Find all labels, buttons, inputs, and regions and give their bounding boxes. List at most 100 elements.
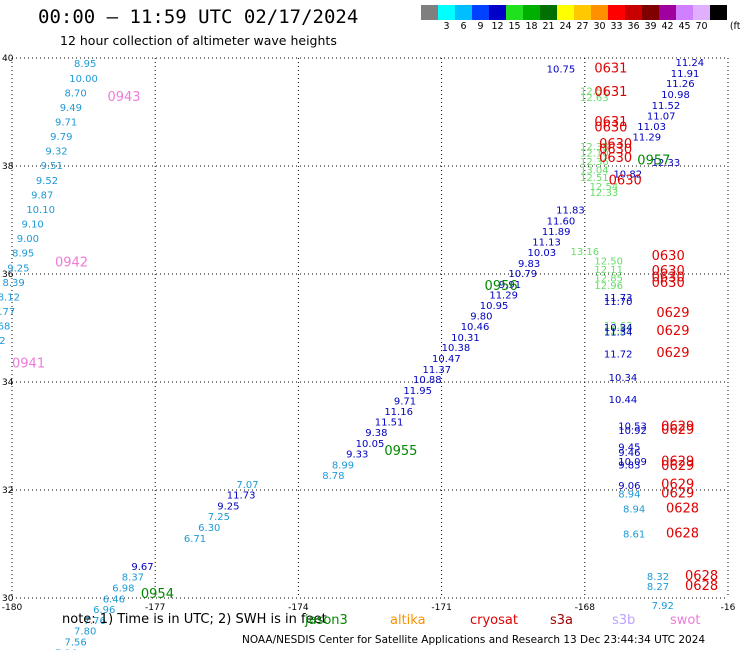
wave-height-value: 10.75 bbox=[547, 65, 576, 76]
footnote: note: 1) Time is in UTC; 2) SWH is in fe… bbox=[62, 612, 327, 627]
wave-height-value: 9.71 bbox=[55, 118, 77, 129]
wave-height-value: 9.32 bbox=[45, 147, 67, 158]
wave-height-value: 8.94 bbox=[623, 505, 645, 516]
wave-height-value: 9.91 bbox=[499, 280, 521, 291]
wave-height-value: 10.00 bbox=[69, 74, 98, 85]
pass-time-label: 0629 bbox=[656, 346, 689, 361]
lat-tick-label: 32 bbox=[2, 486, 13, 496]
wave-height-value: 11.73 bbox=[604, 293, 633, 304]
color-bin bbox=[557, 5, 574, 20]
legend-item-altika: altika bbox=[390, 613, 426, 628]
wave-height-value: 9.33 bbox=[346, 450, 368, 461]
wave-height-value: 11.72 bbox=[604, 350, 633, 361]
wave-height-value: 12.96 bbox=[594, 281, 623, 292]
wave-height-value: 12.54 bbox=[590, 182, 619, 193]
wave-height-value: 9.25 bbox=[7, 263, 29, 274]
color-bin-label: 33 bbox=[610, 21, 623, 32]
color-bin bbox=[659, 5, 676, 20]
wave-height-value: 10.53 bbox=[618, 422, 647, 433]
lat-tick-label: 40 bbox=[2, 54, 14, 64]
wave-height-value: 12.51 bbox=[580, 87, 609, 98]
pass-time-label: 0628 bbox=[666, 502, 699, 517]
pass-time-label: 0942 bbox=[55, 255, 88, 270]
pass-time-label: 0630 bbox=[594, 120, 627, 135]
color-bin bbox=[523, 5, 540, 20]
wave-height-value: 11.95 bbox=[403, 386, 432, 397]
wave-height-value: 11.70 bbox=[604, 297, 633, 308]
wave-height-value: 8.99 bbox=[332, 460, 354, 471]
page-subtitle: 12 hour collection of altimeter wave hei… bbox=[60, 33, 337, 48]
wave-height-value: 10.03 bbox=[528, 248, 557, 259]
wave-height-value: 9.45 bbox=[618, 443, 640, 454]
wave-height-value: 9.46 bbox=[618, 448, 640, 459]
pass-time-label: 0630 bbox=[599, 137, 632, 152]
wave-height-value: 10.34 bbox=[609, 373, 638, 384]
wave-height-value: 12.63 bbox=[604, 321, 633, 332]
wave-height-value: 8.95 bbox=[74, 59, 96, 70]
color-bin-label: 70 bbox=[695, 21, 708, 32]
wave-height-value: 11.91 bbox=[671, 69, 700, 80]
wave-height-value: 8.39 bbox=[2, 278, 24, 289]
wave-height-value: 11.89 bbox=[542, 227, 571, 238]
color-bin bbox=[676, 5, 693, 20]
wave-height-value: 11.29 bbox=[489, 290, 518, 301]
legend-item-cryosat: cryosat bbox=[470, 613, 518, 628]
wave-height-value: 9.06 bbox=[618, 481, 640, 492]
lat-tick-label: 30 bbox=[2, 594, 14, 604]
wave-height-value: 12.38 bbox=[580, 142, 609, 153]
lon-tick-label: -177 bbox=[145, 603, 165, 613]
color-bin-label: 39 bbox=[644, 21, 657, 32]
color-bin-label: 45 bbox=[678, 21, 691, 32]
color-bin-label: 24 bbox=[559, 21, 572, 32]
wave-height-value: 12.51 bbox=[580, 173, 609, 184]
wave-height-value: 9.25 bbox=[217, 501, 239, 512]
wave-height-value: 6.98 bbox=[112, 584, 134, 595]
legend-item-jason3: jason3 bbox=[305, 613, 348, 628]
wave-height-value: 10.98 bbox=[661, 90, 690, 101]
wave-height-value: 9.10 bbox=[22, 220, 44, 231]
color-bin-label: 9 bbox=[477, 21, 484, 32]
color-bin bbox=[710, 5, 727, 20]
wave-height-value: 9.83 bbox=[518, 259, 540, 270]
wave-height-value: 9.49 bbox=[60, 103, 82, 114]
pass-time-label: 0630 bbox=[652, 249, 685, 264]
wave-height-value: 11.26 bbox=[666, 79, 695, 90]
wave-height-value: 8.95 bbox=[12, 249, 34, 260]
wave-height-value: 8.37 bbox=[122, 573, 144, 584]
color-bin-label: 15 bbox=[508, 21, 521, 32]
wave-height-value: 12.10 bbox=[580, 148, 609, 159]
wave-height-value: 10.82 bbox=[613, 169, 642, 180]
color-bin-label: 6 bbox=[460, 21, 467, 32]
wave-height-value: 12.63 bbox=[580, 93, 609, 104]
pass-time-label: 0630 bbox=[652, 264, 685, 279]
wave-height-value: 6.30 bbox=[198, 523, 220, 534]
legend-item-s3a: s3a bbox=[550, 613, 574, 628]
legend-item-swot: swot bbox=[670, 613, 701, 628]
lon-tick-label: -171 bbox=[431, 603, 451, 613]
lon-tick-label: -180 bbox=[2, 603, 23, 613]
pass-time-label: 0630 bbox=[609, 173, 642, 188]
color-bin-label: 18 bbox=[525, 21, 538, 32]
wave-height-value: 8.12 bbox=[0, 292, 20, 303]
wave-height-value: 9.79 bbox=[50, 132, 72, 143]
pass-time-label: 0630 bbox=[652, 276, 685, 291]
color-scale-unit: (ft) bbox=[729, 21, 740, 32]
pass-time-label: 0628 bbox=[685, 579, 718, 594]
pass-time-label: 0631 bbox=[594, 62, 627, 77]
wave-height-value: 8.32 bbox=[0, 336, 6, 347]
color-bin bbox=[625, 5, 642, 20]
wave-height-value: 9.71 bbox=[394, 397, 416, 408]
wave-height-value: 11.13 bbox=[532, 237, 561, 248]
pass-time-label: 0955 bbox=[384, 444, 417, 459]
lon-tick-label: -168 bbox=[575, 603, 596, 613]
wave-height-value: 12.50 bbox=[594, 256, 623, 267]
wave-height-value: 11.37 bbox=[423, 365, 452, 376]
lat-tick-label: 34 bbox=[2, 378, 14, 388]
color-bin-label: 36 bbox=[627, 21, 640, 32]
wave-height-value: 7.07 bbox=[236, 480, 258, 491]
wave-height-value: 10.79 bbox=[508, 269, 537, 280]
lat-tick-label: 38 bbox=[2, 162, 14, 172]
pass-time-label: 0628 bbox=[685, 569, 718, 584]
